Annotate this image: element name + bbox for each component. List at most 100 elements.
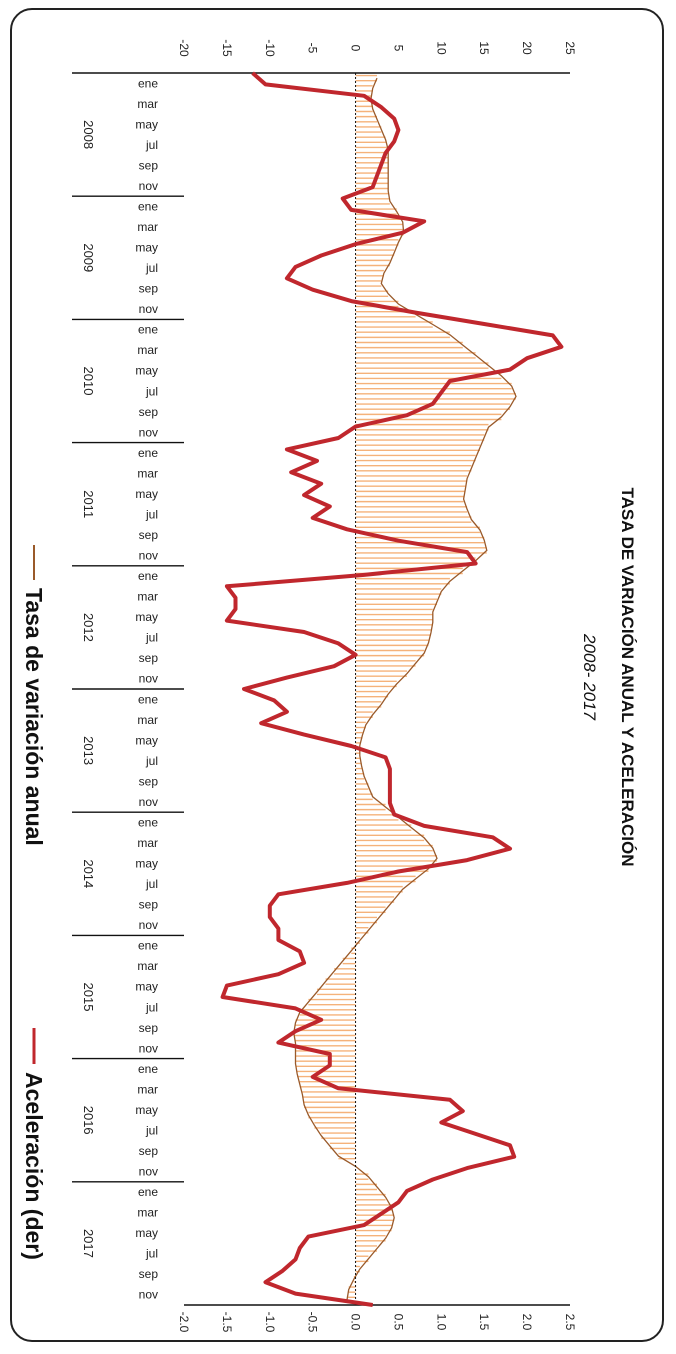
right-tick-label: 0.0 <box>349 1314 363 1331</box>
month-label: mar <box>137 959 158 973</box>
year-label: 2011 <box>81 490 96 518</box>
right-tick-label: -0.5 <box>306 1312 320 1333</box>
month-label: jul <box>145 138 158 152</box>
right-tick-label: 2.0 <box>520 1314 534 1331</box>
month-label: sep <box>139 158 159 172</box>
month-label: ene <box>138 692 158 706</box>
month-label: nov <box>139 1041 158 1055</box>
month-label: may <box>135 1103 158 1117</box>
left-tick-label: 20 <box>520 41 534 55</box>
month-label: jul <box>145 261 158 275</box>
axes <box>184 72 570 1306</box>
month-label: jul <box>145 507 158 521</box>
right-tick-label: -2.0 <box>177 1312 191 1333</box>
chart-frame <box>10 8 664 1342</box>
month-label: nov <box>139 795 158 809</box>
month-label: mar <box>137 1206 158 1220</box>
month-label: jul <box>145 1000 158 1014</box>
month-label: ene <box>138 815 158 829</box>
month-label: sep <box>139 528 159 542</box>
left-tick-label: -20 <box>177 39 191 57</box>
year-label: 2015 <box>81 983 96 1012</box>
month-label: may <box>135 610 158 624</box>
month-label: may <box>135 117 158 131</box>
month-label: mar <box>137 220 158 234</box>
month-label: ene <box>138 1185 158 1199</box>
chart-title: TASA DE VARIACIÓN ANUAL Y ACELERACIÓN <box>618 487 637 866</box>
month-label: sep <box>139 898 159 912</box>
month-label: jul <box>145 754 158 768</box>
month-label: mar <box>137 343 158 357</box>
year-label: 2008 <box>81 120 96 149</box>
right-tick-label: -1.5 <box>220 1312 234 1333</box>
month-label: nov <box>139 179 158 193</box>
month-label: jul <box>145 384 158 398</box>
month-label: mar <box>137 97 158 111</box>
year-label: 2013 <box>81 736 96 765</box>
month-label: nov <box>139 672 158 686</box>
variation-area <box>293 74 517 1304</box>
legend: Tasa de variación anual Aceleración (der… <box>21 545 47 1260</box>
month-label: jul <box>145 877 158 891</box>
left-tick-label: 5 <box>391 45 405 52</box>
year-label: 2016 <box>81 1106 96 1135</box>
month-label: mar <box>137 466 158 480</box>
acceleration-line-layer <box>220 71 564 1307</box>
left-axis-ticks: -20 -15 -10 -5 0 5 10 15 20 25 <box>177 39 577 57</box>
month-label: mar <box>137 836 158 850</box>
month-label: mar <box>137 590 158 604</box>
left-tick-label: -15 <box>220 39 234 57</box>
month-label: sep <box>139 1021 159 1035</box>
right-tick-label: 0.5 <box>391 1314 405 1331</box>
month-label: nov <box>139 425 158 439</box>
legend-label-variation: Tasa de variación anual <box>21 588 47 846</box>
left-tick-label: -10 <box>263 39 277 57</box>
month-label: nov <box>139 1165 158 1179</box>
month-label: mar <box>137 713 158 727</box>
month-label: nov <box>139 549 158 563</box>
month-label: sep <box>139 1144 159 1158</box>
month-label: ene <box>138 76 158 90</box>
right-axis-ticks: -2.0 -1.5 -1.0 -0.5 0.0 0.5 1.0 1.5 2.0 2.5 <box>177 1312 577 1333</box>
left-tick-label: 15 <box>477 41 491 55</box>
month-label: may <box>135 1226 158 1240</box>
acceleration-line <box>220 71 564 1307</box>
month-label: ene <box>138 199 158 213</box>
month-label: may <box>135 980 158 994</box>
month-label: ene <box>138 939 158 953</box>
month-label: jul <box>145 631 158 645</box>
month-label: may <box>135 487 158 501</box>
month-label: may <box>135 364 158 378</box>
year-label: 2009 <box>81 243 96 272</box>
month-label: sep <box>139 282 159 296</box>
right-tick-label: -1.0 <box>263 1312 277 1333</box>
month-label: ene <box>138 1062 158 1076</box>
month-label: sep <box>139 1267 159 1281</box>
variation-line <box>293 77 517 1301</box>
year-label: 2014 <box>81 859 96 888</box>
year-label: 2017 <box>81 1229 96 1258</box>
month-label: nov <box>139 302 158 316</box>
chart-subtitle: 2008- 2017 <box>580 633 599 721</box>
month-label: sep <box>139 405 159 419</box>
category-labels: ene mar may jul sep nov 2008 ene mar may jul sep nov… <box>72 72 184 1302</box>
month-label: may <box>135 241 158 255</box>
month-label: mar <box>137 1082 158 1096</box>
month-label: nov <box>139 918 158 932</box>
month-label: ene <box>138 569 158 583</box>
year-label: 2010 <box>81 367 96 396</box>
right-tick-label: 2.5 <box>563 1314 577 1331</box>
year-label: 2012 <box>81 613 96 642</box>
legend-label-acceleration: Aceleración (der) <box>21 1072 47 1260</box>
month-label: ene <box>138 323 158 337</box>
month-label: ene <box>138 446 158 460</box>
left-tick-label: 25 <box>563 41 577 55</box>
month-label: sep <box>139 651 159 665</box>
right-tick-label: 1.0 <box>434 1314 448 1331</box>
left-tick-label: 10 <box>434 41 448 55</box>
month-label: may <box>135 857 158 871</box>
right-tick-label: 1.5 <box>477 1314 491 1331</box>
left-tick-label: 0 <box>349 45 363 52</box>
month-label: sep <box>139 774 159 788</box>
